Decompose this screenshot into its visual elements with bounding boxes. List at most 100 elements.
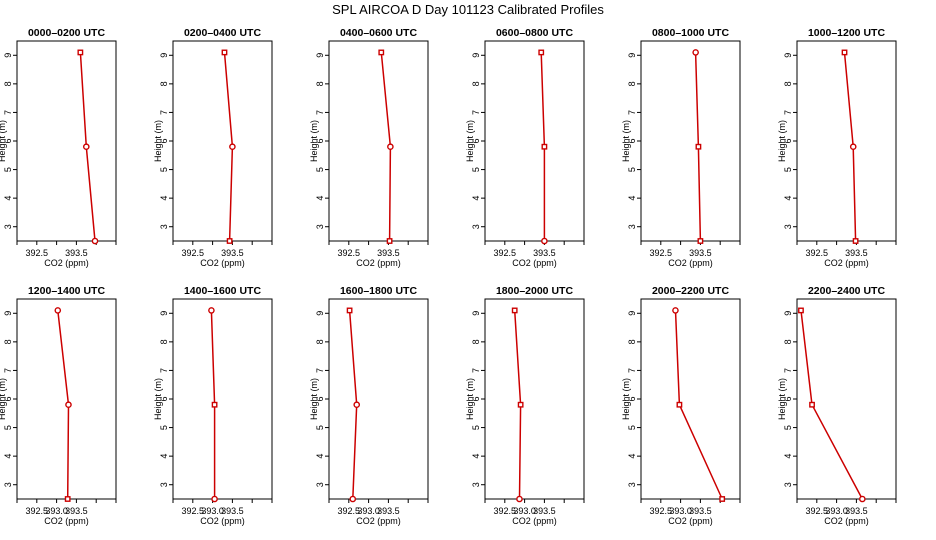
y-tick-label: 6	[3, 138, 13, 143]
x-tick-label: 392.5	[338, 248, 361, 258]
data-point	[841, 49, 848, 56]
y-tick-label: 6	[783, 138, 793, 143]
y-tick-label: 4	[627, 196, 637, 201]
y-axis-label: Height (m)	[0, 378, 7, 420]
x-tick-label: 392.5	[806, 248, 829, 258]
x-tick-label: 393.0	[357, 506, 380, 516]
x-tick-label: 392.5	[26, 248, 49, 258]
panel-6: 1000–1200 UTC 3 4 5 6 7 8 9 Height (m) 392.5 393.5…	[777, 27, 897, 268]
panel-title: 1600–1800 UTC	[340, 285, 417, 297]
x-tick-label: 393.0	[201, 506, 224, 516]
x-axis-label: CO2 (ppm)	[44, 258, 89, 268]
y-tick-label: 8	[315, 339, 325, 344]
x-tick-label: 392.5	[338, 506, 361, 516]
y-tick-label: 9	[315, 311, 325, 316]
y-tick-label: 5	[315, 167, 325, 172]
data-point	[77, 49, 84, 56]
panel-title: 0000–0200 UTC	[28, 27, 105, 39]
data-point	[859, 495, 866, 503]
y-tick-label: 4	[627, 454, 637, 459]
data-point	[852, 238, 859, 244]
data-point	[378, 49, 385, 56]
panel-title: 2000–2200 UTC	[652, 285, 729, 297]
panel-5: 0800–1000 UTC 3 4 5 6 7 8 9 Height (m) 392.5 393.5…	[621, 27, 741, 268]
data-point	[387, 143, 394, 151]
y-tick-label: 7	[783, 110, 793, 115]
plot-frame	[328, 298, 429, 500]
y-tick-label: 6	[315, 138, 325, 143]
y-tick-label: 7	[783, 368, 793, 373]
x-tick-label: 393.0	[825, 506, 848, 516]
y-tick-label: 4	[783, 454, 793, 459]
data-point	[65, 401, 72, 409]
y-tick-label: 9	[159, 53, 169, 58]
y-axis-label: Height (m)	[309, 120, 319, 162]
y-tick-label: 6	[315, 396, 325, 401]
x-tick-label: 393.0	[45, 506, 68, 516]
y-tick-label: 5	[315, 425, 325, 430]
y-tick-label: 6	[159, 396, 169, 401]
y-tick-label: 6	[3, 396, 13, 401]
x-axis-label: CO2 (ppm)	[356, 258, 401, 268]
x-tick-label: 393.5	[533, 248, 556, 258]
y-tick-label: 9	[471, 53, 481, 58]
y-tick-label: 9	[627, 53, 637, 58]
y-tick-label: 3	[159, 224, 169, 229]
y-tick-label: 5	[627, 425, 637, 430]
y-tick-label: 9	[471, 311, 481, 316]
x-tick-label: 393.0	[513, 506, 536, 516]
y-axis-label: Height (m)	[621, 120, 631, 162]
y-axis-label: Height (m)	[153, 378, 163, 420]
data-point	[54, 307, 62, 314]
x-tick-label: 392.5	[806, 506, 829, 516]
y-tick-label: 8	[783, 339, 793, 344]
x-tick-label: 393.0	[669, 506, 692, 516]
data-point	[541, 143, 548, 150]
y-tick-label: 5	[627, 167, 637, 172]
x-axis-label: CO2 (ppm)	[668, 258, 713, 268]
y-tick-label: 6	[471, 396, 481, 401]
y-tick-label: 4	[3, 196, 13, 201]
y-tick-label: 6	[159, 138, 169, 143]
y-axis-label: Height (m)	[465, 120, 475, 162]
plot-frame	[328, 40, 429, 242]
y-tick-label: 8	[783, 81, 793, 86]
y-tick-label: 4	[159, 196, 169, 201]
data-point	[517, 401, 524, 408]
data-point	[211, 401, 218, 408]
y-tick-label: 5	[3, 425, 13, 430]
figure-title: SPL AIRCOA D Day 101123 Calibrated Profi…	[332, 2, 604, 17]
panel-4: 0600–0800 UTC 3 4 5 6 7 8 9 Height (m) 392.5 393.5…	[465, 27, 585, 268]
y-tick-label: 4	[471, 196, 481, 201]
y-tick-label: 9	[315, 53, 325, 58]
y-tick-label: 5	[471, 425, 481, 430]
panel-10: 1800–2000 UTC 3 4 5 6 7 8 9 Height (m) 392.5393.0…	[465, 285, 585, 526]
x-axis-label: CO2 (ppm)	[824, 516, 869, 526]
plot-frame	[484, 298, 585, 500]
panel-title: 0600–0800 UTC	[496, 27, 573, 39]
y-tick-label: 7	[471, 368, 481, 373]
plot-frame	[640, 40, 741, 242]
panel-3: 0400–0600 UTC 3 4 5 6 7 8 9 Height (m) 392.5 393.5…	[309, 27, 429, 268]
y-tick-label: 7	[3, 368, 13, 373]
y-tick-label: 8	[159, 339, 169, 344]
y-tick-label: 8	[627, 339, 637, 344]
data-point	[695, 143, 702, 150]
panel-title: 1800–2000 UTC	[496, 285, 573, 297]
x-axis-label: CO2 (ppm)	[200, 516, 245, 526]
y-tick-label: 7	[315, 368, 325, 373]
data-point	[226, 238, 233, 244]
y-axis-label: Height (m)	[777, 378, 787, 420]
y-tick-label: 3	[627, 224, 637, 229]
x-tick-label: 393.5	[689, 506, 712, 516]
x-axis-label: CO2 (ppm)	[356, 516, 401, 526]
x-tick-label: 393.5	[845, 506, 868, 516]
panel-7: 1200–1400 UTC 3 4 5 6 7 8 9 Height (m) 392.5393.0…	[0, 285, 117, 526]
y-axis-label: Height (m)	[621, 378, 631, 420]
y-tick-label: 9	[3, 53, 13, 58]
x-tick-label: 393.5	[65, 506, 88, 516]
y-tick-label: 9	[783, 53, 793, 58]
data-point	[809, 401, 815, 408]
data-point	[672, 307, 679, 314]
y-tick-label: 4	[315, 196, 325, 201]
